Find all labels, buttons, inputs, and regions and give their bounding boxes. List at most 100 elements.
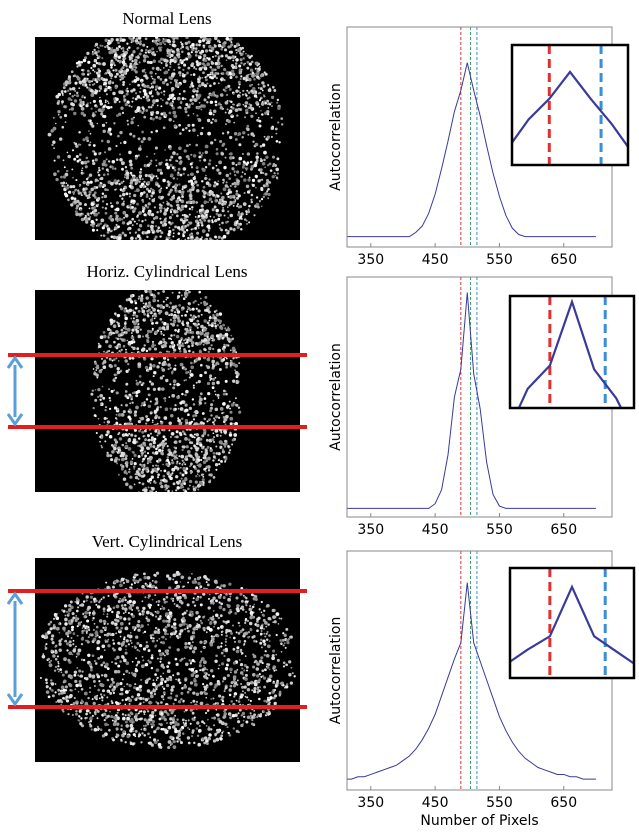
speckle-dot	[226, 357, 228, 359]
speckle-dot	[168, 577, 171, 580]
speckle-dot	[193, 113, 195, 115]
speckle-dot	[184, 332, 187, 335]
speckle-dot	[74, 99, 77, 102]
speckle-dot	[167, 445, 169, 447]
speckle-dot	[97, 57, 99, 59]
speckle-dot	[113, 324, 117, 328]
speckle-dot	[107, 623, 109, 625]
speckle-dot	[79, 153, 82, 156]
speckle-dot	[172, 386, 175, 389]
speckle-dot	[184, 107, 187, 110]
speckle-dot	[167, 359, 169, 361]
speckle-dot	[204, 296, 207, 299]
speckle-dot	[102, 124, 105, 127]
speckle-dot	[152, 308, 156, 312]
speckle-dot	[167, 669, 171, 673]
speckle-dot	[178, 700, 181, 703]
speckle-dot	[243, 202, 247, 206]
speckle-dot	[147, 387, 150, 390]
speckle-dot	[205, 151, 208, 154]
speckle-dot	[144, 596, 146, 598]
speckle-dot	[116, 201, 119, 204]
speckle-dot	[129, 468, 131, 470]
speckle-dot	[103, 105, 106, 108]
speckle-dot	[210, 473, 213, 476]
speckle-dot	[172, 102, 174, 104]
speckle-dot	[78, 131, 81, 134]
speckle-dot	[84, 203, 87, 206]
speckle-dot	[225, 641, 227, 643]
speckle-dot	[276, 102, 278, 104]
speckle-dot	[185, 379, 187, 381]
speckle-dot	[168, 461, 170, 463]
speckle-dot	[81, 96, 83, 98]
speckle-dot	[195, 54, 198, 57]
speckle-dot	[173, 383, 175, 385]
speckle-dot	[177, 55, 180, 58]
speckle-dot	[203, 64, 206, 67]
speckle-dot	[110, 202, 112, 204]
speckle-dot	[122, 203, 124, 205]
speckle-dot	[145, 49, 147, 51]
speckle-dot	[186, 156, 188, 158]
speckle-dot	[147, 418, 150, 421]
speckle-dot	[123, 243, 125, 245]
speckle-dot	[173, 69, 175, 71]
speckle-dot	[187, 174, 189, 176]
speckle-dot	[220, 193, 222, 195]
speckle-dot	[82, 73, 85, 76]
speckle-dot	[170, 323, 172, 325]
speckle-dot	[148, 304, 151, 307]
speckle-dot	[63, 175, 66, 178]
speckle-dot	[267, 107, 269, 109]
speckle-dot	[236, 404, 239, 407]
speckle-dot	[172, 111, 176, 115]
speckle-dot	[110, 715, 113, 718]
speckle-dot	[211, 334, 215, 338]
speckle-dot	[151, 322, 154, 325]
speckle-dot	[130, 742, 133, 745]
speckle-dot	[255, 112, 257, 114]
speckle-dot	[189, 194, 193, 198]
speckle-dot	[256, 152, 259, 155]
speckle-dot	[269, 668, 271, 670]
speckle-dot	[206, 693, 208, 695]
speckle-dot	[148, 283, 150, 285]
speckle-dot	[262, 90, 264, 92]
speckle-dot	[187, 52, 190, 55]
speckle-dot	[182, 445, 185, 448]
speckle-dot	[189, 192, 191, 194]
speckle-dot	[150, 51, 152, 53]
speckle-dot	[155, 73, 157, 75]
speckle-dot	[213, 114, 215, 116]
speckle-dot	[221, 152, 225, 156]
speckle-dot	[187, 237, 190, 240]
speckle-dot	[170, 173, 174, 177]
speckle-dot	[112, 92, 115, 95]
speckle-dot	[236, 650, 240, 654]
speckle-dot	[195, 144, 198, 147]
speckle-dot	[207, 28, 210, 31]
speckle-dot	[207, 225, 210, 228]
speckle-dot	[229, 109, 233, 113]
speckle-dot	[181, 247, 184, 250]
speckle-dot	[227, 658, 231, 662]
speckle-dot	[152, 67, 155, 70]
speckle-dot	[209, 66, 212, 69]
speckle-dot	[85, 136, 89, 140]
speckle-dot	[226, 406, 229, 409]
speckle-dot	[120, 627, 123, 630]
speckle-dot	[275, 175, 277, 177]
speckle-dot	[213, 476, 216, 479]
speckle-dot	[168, 221, 171, 224]
speckle-dot	[290, 682, 292, 684]
speckle-dot	[171, 283, 173, 285]
speckle-dot	[244, 173, 246, 175]
speckle-dot	[246, 90, 248, 92]
speckle-dot	[101, 436, 103, 438]
speckle-dot	[124, 234, 127, 237]
speckle-dot	[91, 728, 93, 730]
speckle-dot	[91, 220, 95, 224]
speckle-dot	[151, 294, 153, 296]
speckle-dot	[152, 298, 156, 302]
